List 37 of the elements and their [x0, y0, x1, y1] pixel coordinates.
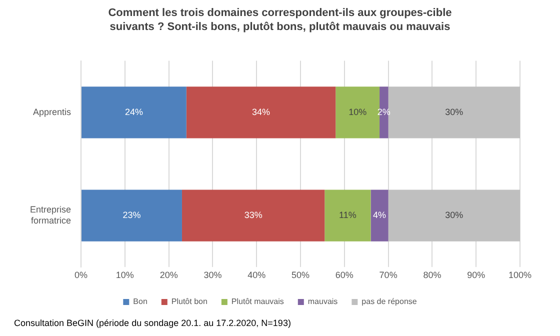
x-tick-label: 10%: [116, 270, 134, 280]
bar: [186, 86, 336, 138]
x-tick-label: 0%: [74, 270, 88, 280]
x-tick-label: 90%: [467, 270, 486, 280]
x-tick-label: 100%: [508, 270, 532, 280]
bar: [82, 86, 186, 138]
legend-label: mauvais: [308, 297, 338, 306]
data-label: 23%: [122, 210, 141, 220]
data-label: 30%: [445, 210, 464, 220]
data-label: 33%: [244, 210, 262, 220]
data-label: 34%: [252, 106, 270, 117]
x-tick-label: 80%: [423, 270, 442, 280]
x-tick-label: 70%: [379, 270, 398, 280]
legend-label: Bon: [133, 297, 148, 306]
bar: [82, 190, 182, 242]
legend-label: Plutôt mauvais: [231, 297, 284, 306]
bar: [324, 190, 371, 242]
legend-label: Plutôt bon: [171, 297, 208, 306]
data-label: 30%: [445, 106, 464, 117]
text: Consultation BeGIN (période du sondage 20.1. au 17.2.2020, N=193): [14, 318, 291, 328]
bar: [388, 190, 520, 242]
bar: [370, 190, 388, 242]
bar: [182, 190, 325, 242]
data-label: 4%: [373, 210, 386, 220]
y-tick-label: Apprentis: [32, 106, 72, 117]
x-tick-label: 30%: [204, 270, 222, 280]
x-tick-label: 40%: [248, 270, 266, 280]
x-tick-label: 60%: [335, 270, 354, 280]
data-label: 24%: [124, 106, 143, 117]
x-tick-label: 50%: [292, 270, 310, 280]
x-tick-label: 20%: [160, 270, 178, 280]
data-label: 11%: [339, 210, 356, 220]
y-tick-label: Entreprise formatrice: [30, 204, 72, 226]
chart-title: Comment les trois domaines correspondent-ils aux groupes-cible suivants ? Sont-ils bons, plutôt bons, plutôt mauvais ou mauvais: [107, 6, 453, 34]
bar: [388, 86, 520, 138]
data-label: 10%: [348, 106, 367, 117]
legend-label: pas de réponse: [362, 297, 418, 306]
